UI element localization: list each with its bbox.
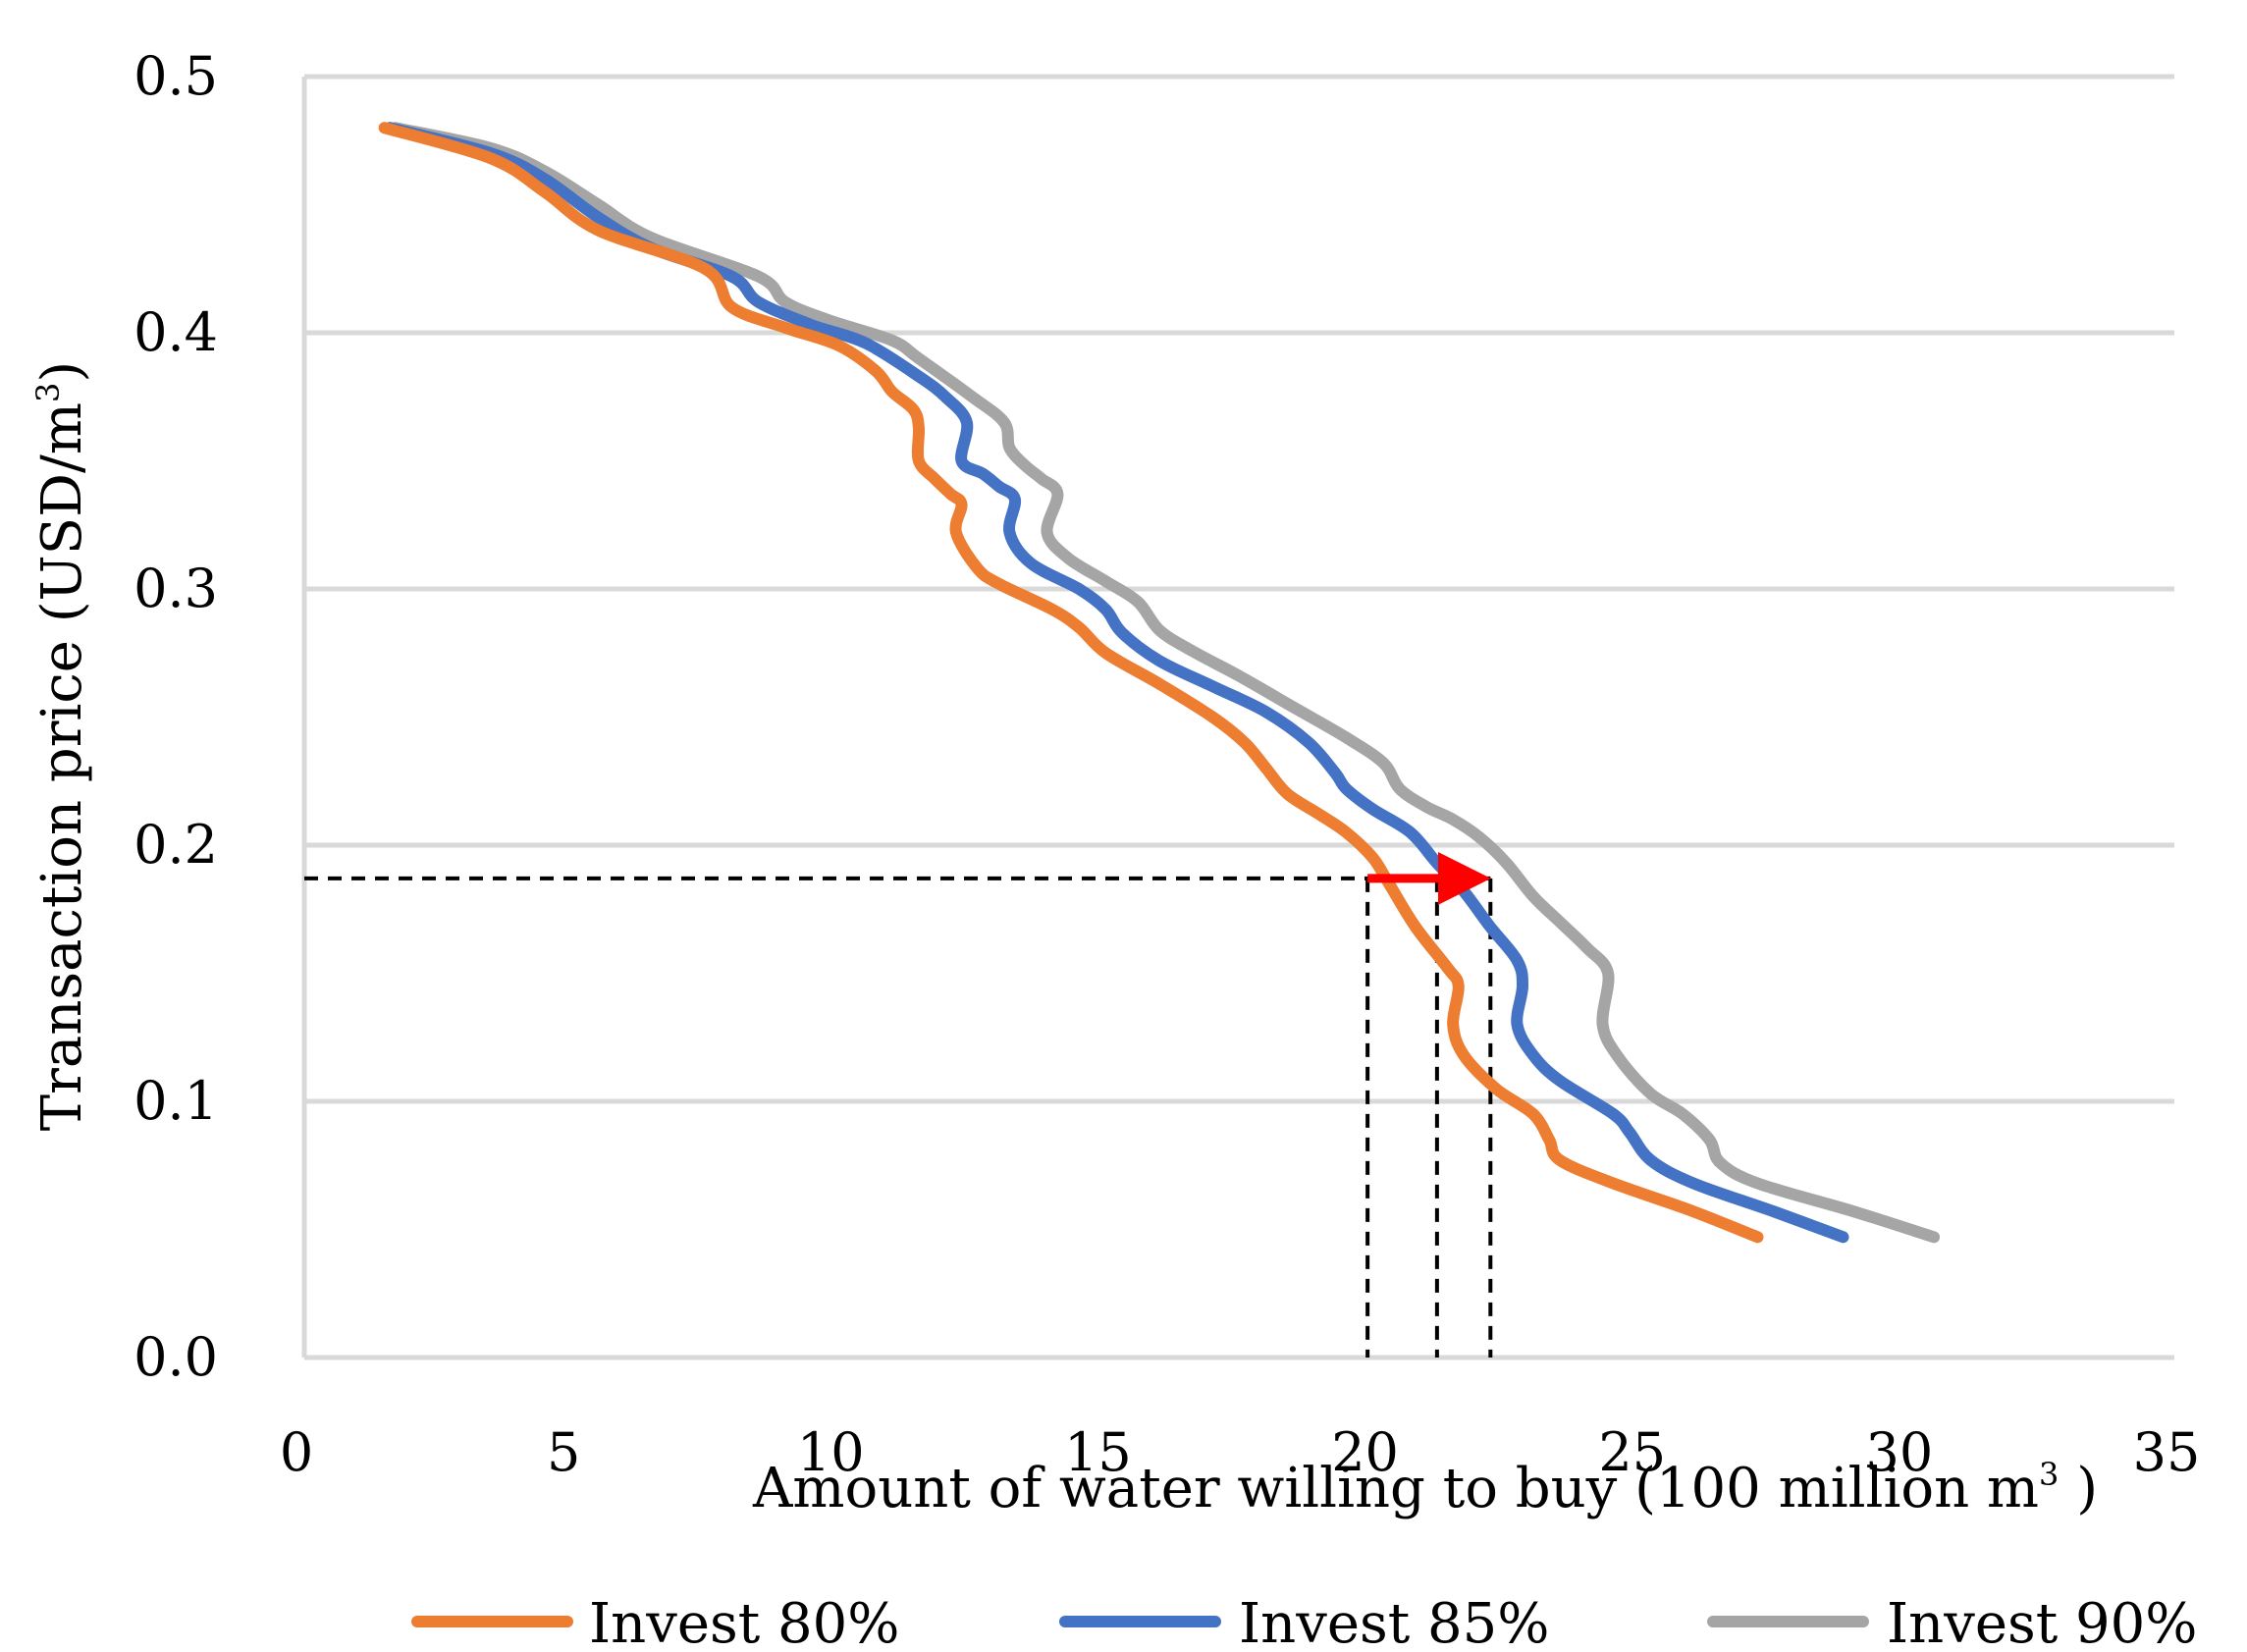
x-tick-label: 5 [547, 1421, 580, 1483]
x-tick-label: 10 [797, 1421, 865, 1483]
x-tick-label: 35 [2133, 1421, 2201, 1483]
x-tick-label: 25 [1598, 1421, 1666, 1483]
series-invest-90-line [389, 122, 1941, 1244]
legend-item-invest-85: Invest 85% [1059, 1592, 1549, 1652]
x-axis-title: Amount of water willing to buy (100 mill… [752, 1456, 2098, 1520]
legend-label: Invest 85% [1239, 1592, 1549, 1652]
y-tick-label: 0.1 [134, 1070, 218, 1132]
series-invest-80-line [378, 122, 1764, 1244]
y-tick-label: 0.5 [134, 45, 218, 107]
grid-lines [304, 74, 2174, 1104]
legend-item-invest-80: Invest 80% [411, 1592, 899, 1652]
series-lines [378, 122, 1941, 1244]
y-axis-title: Transaction price (USD/m3) [29, 361, 94, 1131]
legend-item-invest-90: Invest 90% [1707, 1592, 2197, 1652]
x-tick-label: 20 [1331, 1421, 1399, 1483]
y-tick-label: 0.4 [134, 301, 218, 363]
x-tick-label: 15 [1064, 1421, 1132, 1483]
axes [301, 77, 2174, 1360]
reference-guides [304, 876, 1493, 1358]
x-tick-labels: 0 5 10 15 20 25 30 35 [280, 1421, 2201, 1483]
y-tick-label: 0.2 [134, 814, 218, 876]
legend-label: Invest 90% [1887, 1592, 2197, 1652]
x-tick-label: 0 [280, 1421, 313, 1483]
y-tick-labels: 0.0 0.1 0.2 0.3 0.4 0.5 [134, 45, 218, 1388]
x-tick-label: 30 [1865, 1421, 1933, 1483]
y-tick-label: 0.0 [134, 1326, 218, 1388]
legend: Invest 80% Invest 85% Invest 90% [411, 1592, 2197, 1652]
y-tick-label: 0.3 [134, 558, 218, 619]
series-invest-85-line [384, 122, 1849, 1244]
legend-label: Invest 80% [589, 1592, 899, 1652]
